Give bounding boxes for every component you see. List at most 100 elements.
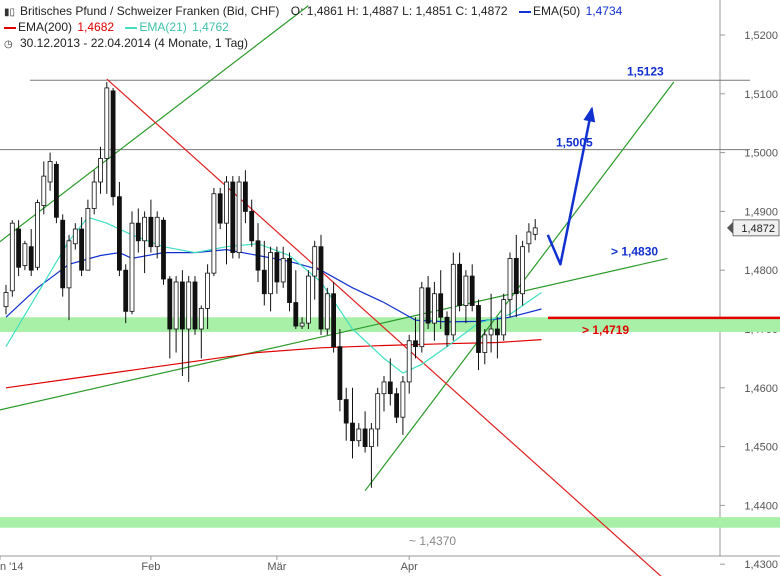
candle-body [123,269,129,312]
candle-body [362,428,368,447]
ema21-label: EMA(21) [139,20,187,34]
candle-body [280,258,286,283]
projection-arrowhead [583,106,596,123]
candle-body [261,269,267,295]
candle-body [293,302,299,327]
ema200-swatch [4,26,16,29]
candle-body [482,334,488,353]
annotation-label: 1,5123 [627,64,664,78]
legend-line-1: ▮▯ Britisches Pfund / Schweizer Franken (… [4,4,624,20]
ema-line [5,339,542,389]
candle-body [28,246,34,271]
candle-body [394,393,400,418]
candle-body [117,196,122,271]
candle-body [205,272,211,309]
candle-body [457,263,463,306]
candle-body [104,87,110,159]
ema21-swatch [125,26,138,29]
y-tick-label: 1,4900 [744,206,778,218]
y-tick-label: 1,4500 [744,442,778,454]
candle-body [305,275,311,324]
candle-body [41,175,47,206]
x-tick-label: Mär [267,561,286,573]
candle-body [476,305,481,353]
candle-body [3,292,9,308]
candle-body [375,393,381,430]
candle-body [331,293,337,348]
support-zone [0,317,780,332]
candle-body [85,208,91,271]
candle-body [60,219,66,289]
candle-body [507,258,513,301]
legend-line-2: EMA(200) 1,4682 EMA(21) 1,4762 [4,20,231,34]
candle-body [16,228,22,268]
instrument-title: Britisches Pfund / Schweizer Franken (Bi… [20,4,280,18]
candle-body [72,228,78,245]
candle-body [129,222,135,312]
candle-body [161,219,166,280]
candle-body [9,222,15,292]
y-tick-label: 1,5100 [744,89,778,101]
x-tick-label: Feb [141,561,160,573]
candle-body [135,222,141,242]
candle-body [98,158,103,183]
candle-body [406,340,412,383]
y-tick-label: 1,4400 [744,500,778,512]
clock-icon: ◷ [4,39,13,50]
candle-body [419,287,425,348]
support-zone [0,517,780,528]
candle-body [413,340,418,348]
candle-body [274,252,280,283]
candle-body [488,328,494,336]
last-price-pointer [727,221,733,234]
candle-body [400,381,406,418]
candle-body [494,328,500,336]
candle-body [66,240,72,289]
candle-body [501,299,507,336]
candle-body [186,281,192,330]
ema200-value: 1,4682 [77,20,115,34]
period-range: 30.12.2013 - 22.04.2014 (4 Monate, 1 Tag… [20,36,248,50]
candle-body [167,278,173,330]
red-downtrend [106,78,662,576]
candle-body [287,258,292,303]
candle-body [249,210,255,242]
legend-line-3: ◷ 30.12.2013 - 22.04.2014 (4 Monate, 1 Ta… [4,36,250,52]
candle-body [255,240,261,271]
candle-body [520,246,525,295]
ema21-value: 1,4762 [192,20,229,34]
last-price-label: 1,4872 [741,223,775,235]
candle-body [312,246,318,277]
candle-body [236,181,242,253]
candle-body [224,181,229,224]
candle-body [431,293,437,324]
candle-body [79,228,84,271]
candle-body [532,227,538,235]
candle-body [268,252,274,295]
y-tick-label: 1,4300 [744,559,778,571]
candle-body [22,243,28,266]
green-long-support [0,257,668,411]
ema50-swatch [518,10,531,13]
candle-body [217,193,223,224]
ema50-label: EMA(50) [532,4,581,18]
annotation-label: > 1,4719 [582,323,629,337]
candle-body [387,381,393,395]
candle-body [148,216,154,248]
candle-body [47,161,53,183]
x-tick-label: Apr [401,561,418,573]
y-tick-label: 1,5000 [744,148,778,160]
candle-body [35,202,40,268]
candle-body [381,381,387,395]
y-tick-label: 1,4600 [744,383,778,395]
candle-body [142,216,148,242]
candle-body [299,322,305,327]
candle-body [337,346,343,400]
annotation-label: > 1,4830 [611,245,658,259]
candle-body [198,308,204,330]
y-tick-label: 1,5200 [744,30,778,42]
candle-body [179,281,185,330]
projection-arrow-path [546,108,594,266]
candle-body [324,293,330,330]
